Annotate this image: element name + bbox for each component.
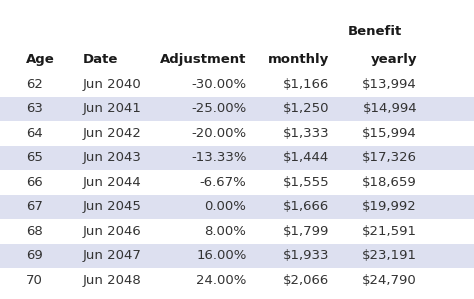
FancyBboxPatch shape [0,195,474,219]
FancyBboxPatch shape [0,146,474,170]
Text: Jun 2040: Jun 2040 [83,78,142,91]
Text: Jun 2046: Jun 2046 [83,225,142,238]
FancyBboxPatch shape [0,244,474,268]
Text: $2,066: $2,066 [283,274,329,287]
Text: Jun 2048: Jun 2048 [83,274,142,287]
Text: -13.33%: -13.33% [191,151,246,164]
Text: $15,994: $15,994 [362,127,417,140]
Text: 69: 69 [26,249,43,263]
Text: $18,659: $18,659 [362,176,417,189]
Text: $23,191: $23,191 [362,249,417,263]
Text: $13,994: $13,994 [362,78,417,91]
Text: $1,444: $1,444 [283,151,329,164]
Text: Age: Age [26,53,55,66]
Text: 16.00%: 16.00% [196,249,246,263]
Text: yearly: yearly [371,53,417,66]
Text: $17,326: $17,326 [362,151,417,164]
Text: $1,799: $1,799 [283,225,329,238]
Text: $1,250: $1,250 [283,102,329,115]
Text: Benefit: Benefit [347,25,401,38]
Text: 66: 66 [26,176,43,189]
Text: Jun 2042: Jun 2042 [83,127,142,140]
Text: 63: 63 [26,102,43,115]
Text: Adjustment: Adjustment [160,53,246,66]
Text: $1,333: $1,333 [283,127,329,140]
Text: Jun 2045: Jun 2045 [83,200,142,213]
Text: 8.00%: 8.00% [205,225,246,238]
FancyBboxPatch shape [0,97,474,121]
Text: 65: 65 [26,151,43,164]
Text: -20.00%: -20.00% [191,127,246,140]
Text: 70: 70 [26,274,43,287]
Text: Jun 2047: Jun 2047 [83,249,142,263]
Text: 64: 64 [26,127,43,140]
Text: $1,555: $1,555 [283,176,329,189]
Text: $14,994: $14,994 [363,102,417,115]
Text: Jun 2044: Jun 2044 [83,176,142,189]
Text: $1,666: $1,666 [283,200,329,213]
Text: $1,933: $1,933 [283,249,329,263]
Text: 68: 68 [26,225,43,238]
Text: 0.00%: 0.00% [205,200,246,213]
Text: -25.00%: -25.00% [191,102,246,115]
Text: $21,591: $21,591 [362,225,417,238]
Text: Jun 2043: Jun 2043 [83,151,142,164]
Text: 24.00%: 24.00% [196,274,246,287]
Text: 62: 62 [26,78,43,91]
Text: monthly: monthly [268,53,329,66]
Text: -6.67%: -6.67% [200,176,246,189]
Text: $1,166: $1,166 [283,78,329,91]
Text: Date: Date [83,53,118,66]
Text: $19,992: $19,992 [362,200,417,213]
Text: -30.00%: -30.00% [191,78,246,91]
Text: Jun 2041: Jun 2041 [83,102,142,115]
Text: 67: 67 [26,200,43,213]
Text: $24,790: $24,790 [362,274,417,287]
